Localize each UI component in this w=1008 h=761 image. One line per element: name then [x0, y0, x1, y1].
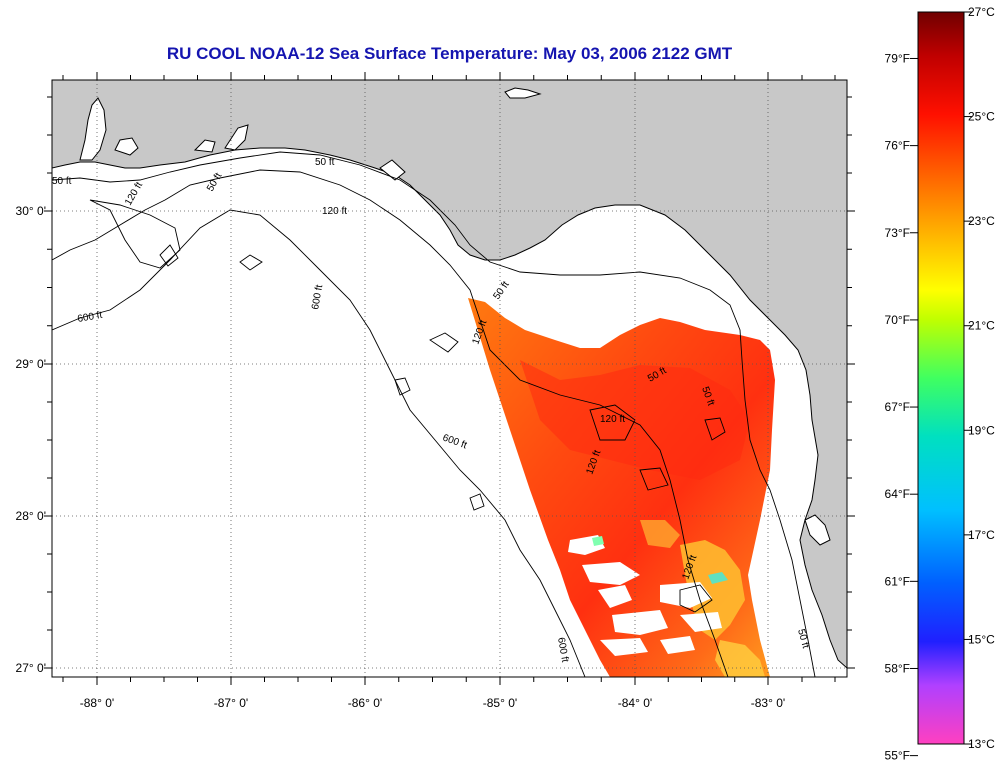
cloud-gap [612, 610, 668, 635]
map-frame [51, 79, 848, 678]
cloud-gap [598, 585, 632, 608]
longitude-label: -86° 0' [348, 696, 382, 710]
colorbar-label-celsius: 21°C [968, 319, 995, 333]
axis-ticks [44, 72, 855, 685]
longitude-label: -83° 0' [751, 696, 785, 710]
sst-cool-patch [640, 520, 680, 548]
bay-inlet [79, 97, 107, 161]
contour-label: 120 ft [322, 206, 347, 217]
map-title: RU COOL NOAA-12 Sea Surface Temperature:… [166, 44, 733, 63]
contour-detail [589, 404, 636, 441]
graticule [52, 80, 847, 677]
colorbar-label-celsius: 25°C [968, 110, 995, 124]
latitude-label: 28° 0' [16, 509, 46, 523]
cloud-gap [582, 562, 640, 585]
colorbar-label-celsius: 17°C [968, 528, 995, 542]
longitude-axis: -88° 0' -87° 0' -86° 0' -85° 0' -84° 0' -83° … [80, 696, 785, 710]
contour-600ft [52, 209, 586, 677]
cloud-gap [680, 612, 722, 632]
colorbar-label-fahrenheit: 67°F [885, 400, 910, 414]
colorbar-label-fahrenheit: 73°F [885, 226, 910, 240]
contour-detail [639, 467, 669, 491]
colorbar-label-celsius: 13°C [968, 737, 995, 751]
contour-detail [704, 417, 726, 441]
contour-50ft [52, 151, 816, 677]
contour-label: 120 ft [600, 414, 625, 425]
contour-detail [89, 199, 181, 269]
bay-inlet [224, 124, 249, 151]
colorbar [917, 11, 965, 745]
colorbar-label-fahrenheit: 58°F [885, 661, 910, 675]
bay-inlet [504, 87, 542, 99]
colorbar-label-celsius: 23°C [968, 214, 995, 228]
colorbar-ticks [910, 11, 972, 757]
longitude-label: -87° 0' [214, 696, 248, 710]
colorbar-label-celsius: 27°C [968, 5, 995, 19]
colorbar-label-celsius: 19°C [968, 423, 995, 437]
cloud-gap [660, 636, 695, 654]
contour-detail [469, 493, 485, 511]
longitude-label: -84° 0' [618, 696, 652, 710]
contour-detail [429, 332, 459, 353]
bay-inlet [114, 137, 139, 156]
latitude-label: 29° 0' [16, 357, 46, 371]
contour-label: 50 ft [795, 628, 811, 650]
colorbar-celsius-scale: 27°C 25°C 23°C 21°C 19°C 17°C 15°C 13°C [968, 5, 995, 751]
colorbar-label-fahrenheit: 61°F [885, 574, 910, 588]
bay-inlet [804, 514, 831, 546]
cloud-gaps [568, 535, 722, 656]
contour-detail [394, 377, 411, 396]
latitude-axis: 30° 0' 29° 0' 28° 0' 27° 0' [16, 204, 46, 675]
latitude-label: 30° 0' [16, 204, 46, 218]
contour-120ft [52, 169, 729, 677]
colorbar-label-fahrenheit: 70°F [885, 313, 910, 327]
colorbar-fahrenheit-scale: 79°F 76°F 73°F 70°F 67°F 64°F 61°F 58°F 55°F [885, 51, 910, 761]
sst-cold-fleck [708, 572, 728, 584]
cloud-gap [660, 582, 712, 608]
contour-detail [159, 244, 179, 267]
colorbar-label-fahrenheit: 79°F [885, 51, 910, 65]
contour-label: 50 ft [52, 176, 72, 187]
longitude-label: -88° 0' [80, 696, 114, 710]
colorbar-label-fahrenheit: 55°F [885, 749, 910, 761]
bathymetry-contours [52, 151, 816, 677]
contour-label: 600 ft [555, 637, 570, 664]
contour-detail [679, 584, 713, 613]
latitude-label: 27° 0' [16, 661, 46, 675]
colorbar-label-celsius: 15°C [968, 632, 995, 646]
contour-label: 600 ft [310, 284, 325, 311]
longitude-label: -85° 0' [483, 696, 517, 710]
bay-inlet [193, 139, 216, 153]
contour-label: 600 ft [77, 310, 104, 325]
contour-label: 50 ft [315, 157, 335, 168]
colorbar-label-fahrenheit: 76°F [885, 139, 910, 153]
cloud-gap [600, 638, 648, 656]
sst-cold-fleck [592, 536, 604, 546]
colorbar-label-fahrenheit: 64°F [885, 487, 910, 501]
contour-detail [239, 254, 263, 271]
